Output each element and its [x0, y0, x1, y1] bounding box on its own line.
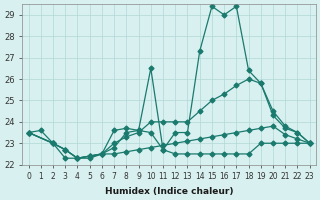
X-axis label: Humidex (Indice chaleur): Humidex (Indice chaleur): [105, 187, 233, 196]
